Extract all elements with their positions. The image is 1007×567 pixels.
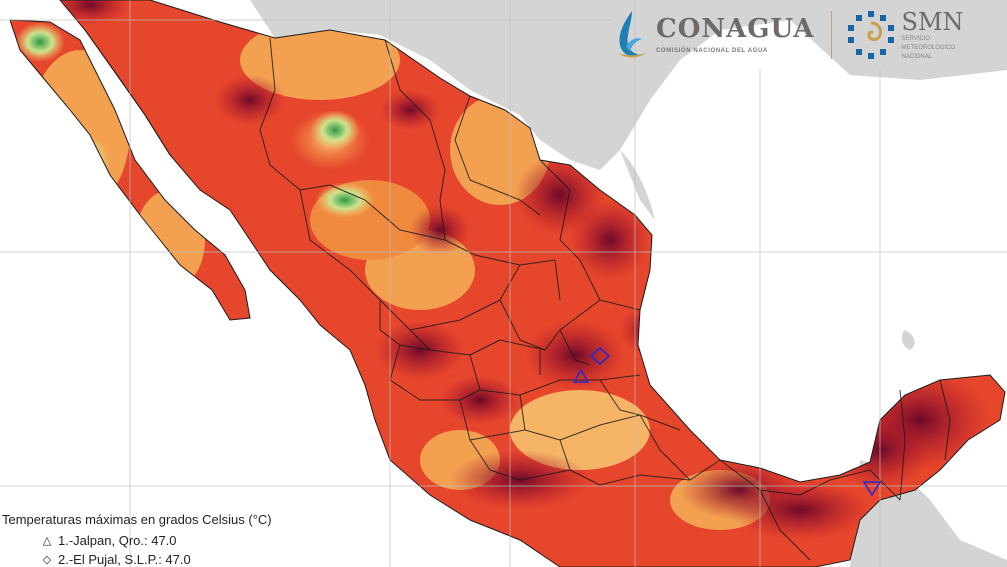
el-pujal-marker <box>589 346 611 366</box>
conagua-name: CONAGUA <box>656 14 815 44</box>
water-drop-wave-icon <box>618 11 646 58</box>
header-logos: CONAGUA COMISIÓN NACIONAL DEL AGUA SMN S… <box>612 0 1007 70</box>
legend-entry-text: 2.-El Pujal, S.L.P.: 47.0 <box>58 552 191 567</box>
smn-subtitle-1: SERVICIO <box>901 35 931 42</box>
conagua-logo: CONAGUA COMISIÓN NACIONAL DEL AGUA <box>612 0 815 70</box>
station-marker-down <box>862 481 882 497</box>
diamond-icon: ◇ <box>42 554 52 566</box>
triangle-up-icon: △ <box>42 535 52 547</box>
legend-title: Temperaturas máximas en grados Celsius (… <box>2 512 272 527</box>
smn-name: SMN <box>901 7 964 36</box>
jalpan-marker <box>572 368 590 383</box>
conagua-subtitle: COMISIÓN NACIONAL DEL AGUA <box>656 48 768 54</box>
logo-divider <box>830 11 832 59</box>
legend: Temperaturas máximas en grados Celsius (… <box>0 506 330 567</box>
smn-logo: SMN SERVICIO METEOROLÓGICO NACIONAL <box>846 0 964 70</box>
legend-entry-jalpan: △ 1.-Jalpan, Qro.: 47.0 <box>40 533 177 548</box>
smn-subtitle-3: NACIONAL <box>901 53 933 60</box>
smn-subtitle-2: METEOROLÓGICO <box>901 44 956 51</box>
legend-entry-text: 1.-Jalpan, Qro.: 47.0 <box>58 533 177 548</box>
legend-entry-el-pujal: ◇ 2.-El Pujal, S.L.P.: 47.0 <box>40 552 191 567</box>
spiral-sun-icon <box>847 11 894 59</box>
